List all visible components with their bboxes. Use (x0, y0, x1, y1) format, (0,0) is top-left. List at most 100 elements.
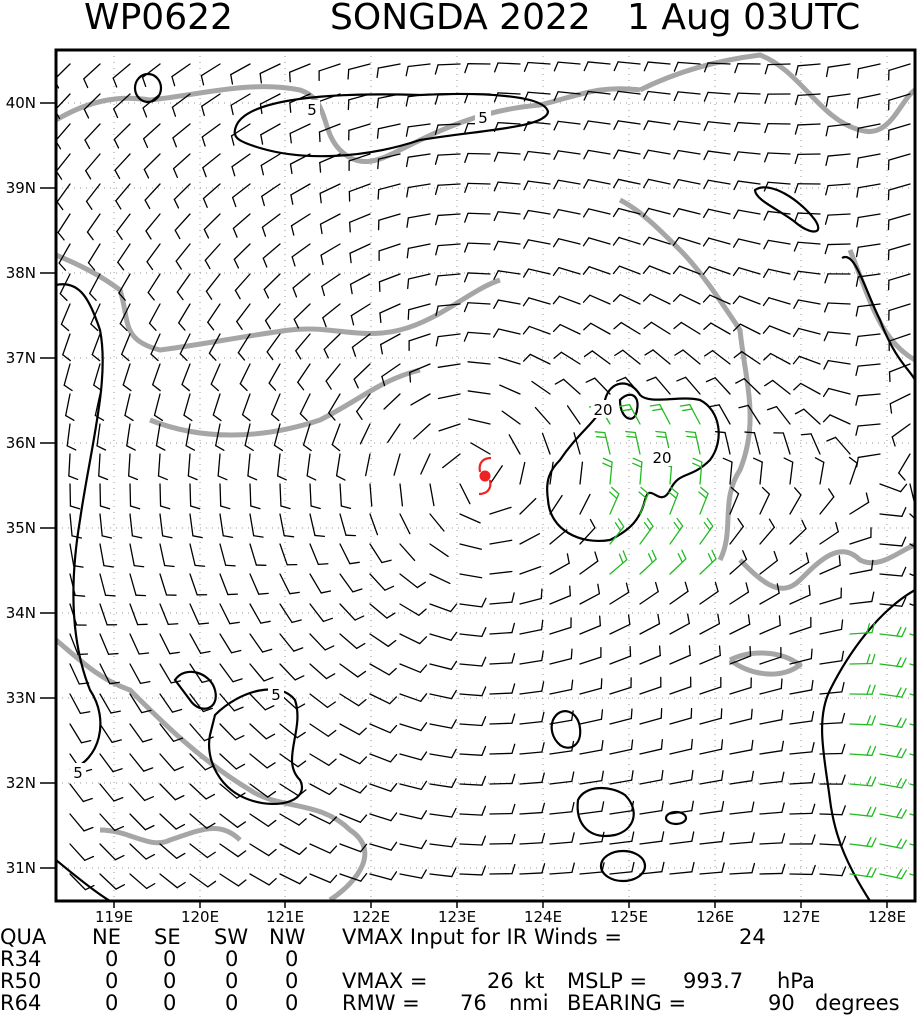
wind-barb-feather (237, 322, 242, 330)
wind-barb (100, 754, 113, 772)
wind-barb-feather (175, 230, 180, 238)
wind-barb-feather (206, 291, 211, 299)
wind-barb-feather (902, 840, 907, 848)
wind-barb (340, 694, 359, 706)
lon-labels: 119E 120E 121E 122E 123E 124E 125E 126E … (95, 908, 906, 926)
wind-barb-feather (584, 150, 588, 158)
wind-barb-feather (572, 802, 574, 811)
wind-barb (730, 873, 752, 874)
wind-barb (114, 124, 130, 139)
wind-barb (760, 462, 762, 484)
wind-barb (700, 655, 720, 664)
wind-barb (354, 364, 370, 379)
wind-barb-feather (290, 164, 291, 173)
lat-tick-label: 39N (6, 179, 36, 197)
wind-barb-feather (572, 680, 573, 689)
wind-barb-feather (524, 181, 528, 190)
wind-barb (820, 874, 842, 876)
wind-barb-feather (172, 77, 175, 86)
wind-barb (408, 184, 430, 187)
wind-barb-feather (812, 865, 815, 874)
wind-barb-feather (689, 646, 690, 655)
wind-barb-feather (388, 641, 396, 647)
wind-barb (543, 433, 550, 454)
wind-barb-feather (146, 231, 151, 239)
wind-barb-feather (867, 746, 871, 755)
wind-barb (349, 124, 370, 130)
wind-barb (889, 214, 910, 220)
wind-barb (498, 63, 520, 64)
wind-barb (310, 484, 311, 506)
mslp-label: MSLP = (567, 970, 647, 992)
wind-barb-feather (763, 326, 769, 333)
wind-barb-feather (292, 257, 295, 266)
wind-barb-feather (359, 700, 366, 706)
wind-barb-feather (738, 519, 743, 527)
wind-barb-feather (902, 567, 906, 576)
wind-barb-feather (148, 293, 154, 300)
wind-barb-feather (901, 484, 907, 491)
wind-barb-feather (721, 740, 722, 749)
lat-tick-label: 31N (6, 859, 36, 877)
wind-barb-feather (266, 321, 271, 329)
wind-barb-feather (378, 190, 379, 199)
wind-barb-feather (647, 377, 656, 381)
wind-barb (605, 433, 610, 454)
wind-barb-feather (115, 170, 120, 178)
wind-barb-feather (674, 294, 681, 301)
wind-barb (499, 358, 520, 364)
wind-barb-feather (299, 819, 306, 825)
wind-barb-feather (104, 566, 113, 567)
wind-barb (63, 334, 70, 355)
wind-barb-feather (294, 648, 303, 651)
wind-barb-feather (238, 880, 245, 886)
wind-barb (889, 124, 910, 130)
wind-barb-feather (614, 209, 619, 217)
wind-barb-feather (812, 835, 815, 844)
wind-barb-feather (421, 694, 427, 701)
wind-barb-feather (842, 620, 843, 629)
wind-barb-feather (733, 296, 739, 303)
wind-barb-feather (208, 881, 216, 887)
wind-barb-feather (583, 267, 589, 274)
wind-barb (190, 844, 207, 858)
wind-barb (264, 274, 280, 289)
wind-barb (70, 814, 84, 831)
wind-barb-feather (857, 217, 859, 226)
wind-barb (438, 244, 460, 246)
wind-barb (589, 209, 610, 214)
wind-barb-feather (812, 804, 815, 813)
wind-barb-feather (632, 832, 634, 841)
wind-barb (160, 634, 170, 654)
wind-barb-feather (231, 75, 233, 84)
wind-barb-feather (298, 761, 306, 767)
lon-tick-label: 127E (782, 908, 820, 926)
wind-barb-feather (292, 620, 301, 622)
wind-barb (130, 484, 131, 506)
wind-barb (708, 92, 730, 94)
wind-barb (520, 463, 525, 484)
wind-barb-feather (75, 595, 84, 596)
wind-barb (801, 383, 820, 394)
wind-barb-feather (583, 238, 588, 246)
wind-barb-feather (721, 709, 722, 718)
wind-barb-feather (116, 885, 124, 889)
wind-barb-feather (174, 169, 178, 178)
wind-barb (550, 842, 572, 844)
wind-barb (730, 842, 752, 844)
vmax-ir-label: VMAX Input for IR Winds = (342, 926, 622, 948)
wind-barb-feather (867, 716, 870, 725)
wind-barb-feather (735, 93, 738, 102)
wind-barb (550, 751, 572, 754)
wind-barb (280, 484, 281, 506)
wind-barb-feather (81, 741, 90, 743)
wind-barb-feather (656, 582, 659, 591)
wind-barb (70, 694, 80, 713)
wind-barb-feather (482, 717, 486, 726)
wind-barb-feather (614, 323, 621, 329)
wind-barb (558, 62, 580, 64)
wind-barb (250, 664, 264, 681)
wind-barb-feather (782, 803, 784, 812)
quadrant-header: NE (92, 926, 121, 948)
wind-barb (340, 634, 357, 648)
